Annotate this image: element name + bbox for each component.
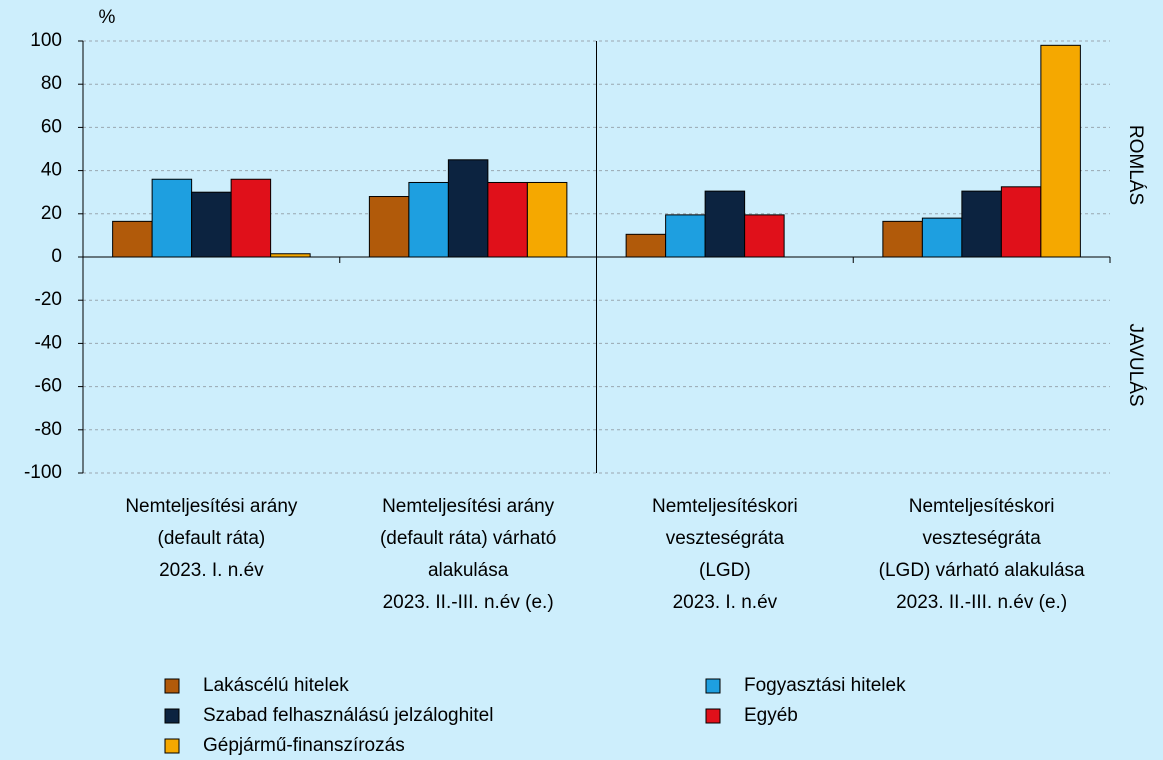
y-tick-label: -40 [35,332,62,353]
bar [625,233,667,258]
bar [112,220,153,258]
y-tick-label: 0 [51,246,62,267]
x-tick-label: Nemteljesítéskori veszteségráta (LGD) várh… [879,496,1085,613]
x-tick-label: Nemteljesítési arány (default ráta) várha… [380,496,556,613]
bar [665,214,706,258]
bar [526,181,568,258]
legend-swatch [705,678,721,694]
bar [1040,44,1081,258]
x-tick-label: Nemteljesítési arány (default ráta) 2023. … [125,496,298,581]
bar [191,191,232,258]
legend-label: Fogyasztási hitelek [744,675,906,696]
bar [744,214,785,258]
annotation: JAVULÁS [1125,323,1146,406]
bar [882,220,923,258]
bar [961,190,1002,258]
bar [408,181,449,258]
legend-swatch [164,738,180,754]
y-tick-label: 60 [41,116,62,137]
bar [704,190,746,258]
annotation: ROMLÁS [1125,125,1146,205]
legend-swatch [705,708,721,724]
y-axis-unit: % [99,7,116,28]
x-tick-label: Nemteljesítéskori veszteségráta (LGD) 2023.… [652,496,798,613]
bar [151,178,193,258]
y-tick-label: -20 [35,289,62,310]
legend-swatch [164,708,180,724]
y-tick-label: 20 [41,203,62,224]
bar [921,217,963,258]
bar [447,159,489,258]
y-tick-label: 100 [30,30,62,51]
bar [230,178,272,258]
bar [270,253,311,258]
y-tick-label: -100 [24,462,62,483]
legend-label: Szabad felhasználású jelzáloghitel [203,705,493,726]
y-tick-label: -80 [35,419,62,440]
y-tick-label: 40 [41,160,62,181]
legend-label: Gépjármű-finanszírozás [203,735,405,756]
y-tick-label: -60 [35,376,62,397]
bar [487,181,528,258]
legend-label: Egyéb [744,705,798,726]
y-tick-label: 80 [41,73,62,94]
legend-label: Lakáscélú hitelek [203,675,349,696]
bar [368,196,410,258]
bar [1000,186,1042,258]
legend-swatch [164,678,180,694]
